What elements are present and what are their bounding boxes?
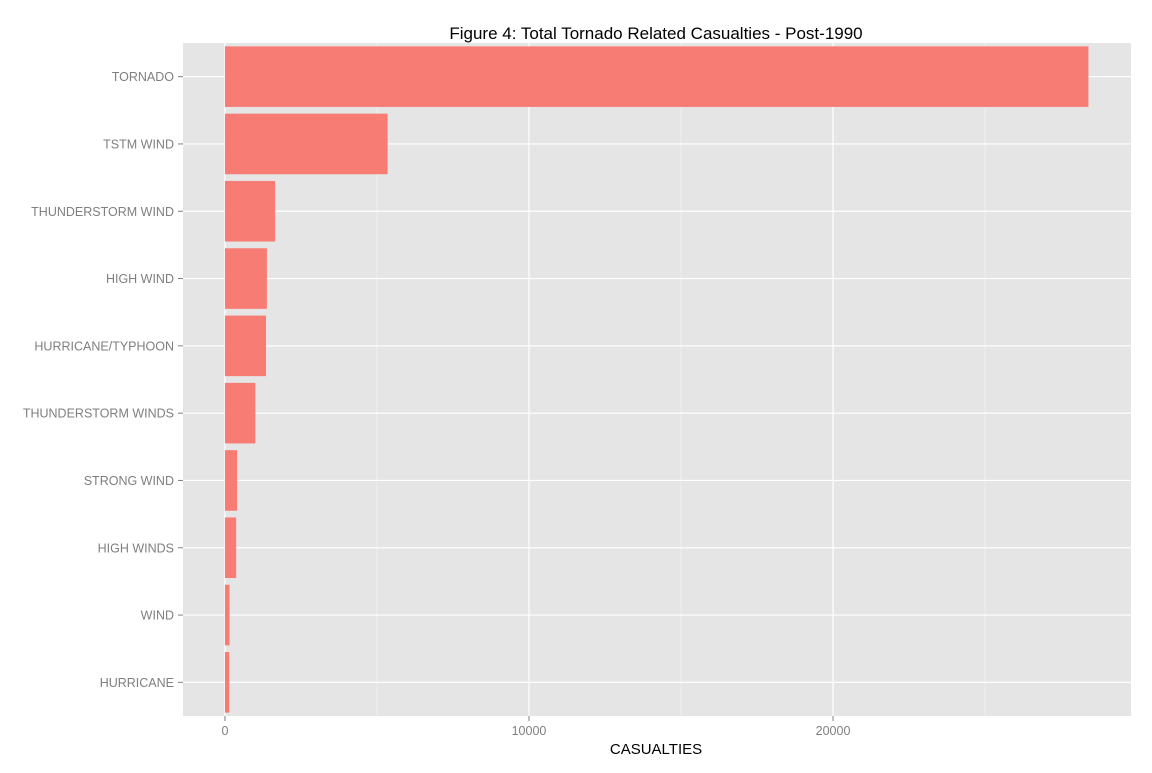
plot-area: TORNADO TSTM WIND THUNDERSTORM WIND HIGH WI… [23,43,1131,738]
y-tick-label: WIND [141,609,174,623]
bar [224,517,237,579]
bar [224,584,230,646]
x-tick-label: 10000 [512,724,547,738]
bar [224,180,276,242]
x-tick-label: 0 [221,724,228,738]
y-tick-label: HURRICANE [100,676,174,690]
y-tick-label: THUNDERSTORM WINDS [23,407,174,421]
y-tick-label: HIGH WINDS [98,541,174,555]
bar [224,113,388,175]
y-tick-label: HURRICANE/TYPHOON [34,339,174,353]
bar [224,382,256,444]
y-tick-label: THUNDERSTORM WIND [31,205,174,219]
bar [224,450,238,511]
bar [224,46,1089,107]
y-tick-label: HIGH WIND [106,272,174,286]
x-tick-label: 20000 [816,724,851,738]
x-axis-label: CASUALTIES [610,741,702,758]
chart-title: Figure 4: Total Tornado Related Casualti… [449,24,862,43]
y-tick-label: TSTM WIND [103,137,174,151]
y-tick-label: TORNADO [112,70,175,84]
bar [224,315,267,377]
bar [224,248,267,309]
y-tick-label: STRONG WIND [84,474,174,488]
bar [224,652,230,713]
